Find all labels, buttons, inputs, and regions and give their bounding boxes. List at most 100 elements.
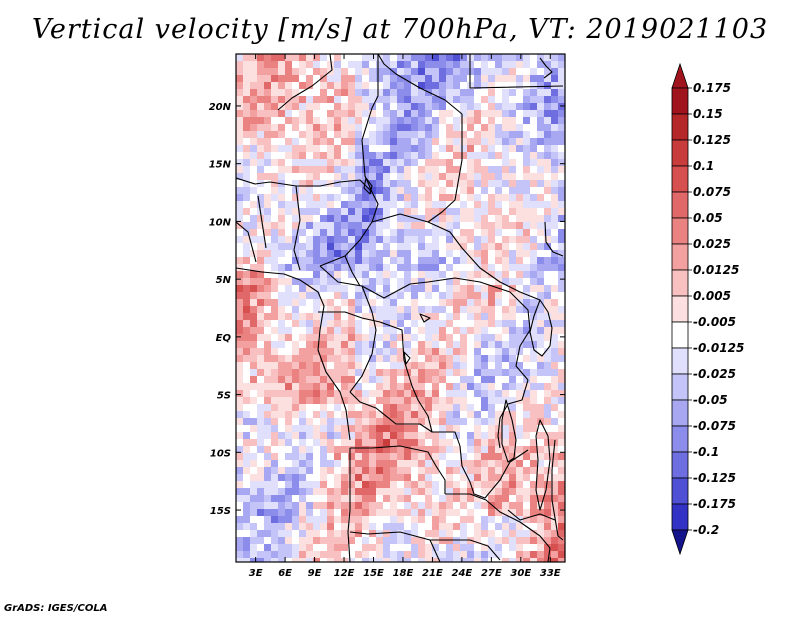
field-cell <box>306 411 314 419</box>
field-cell <box>404 68 412 76</box>
field-cell <box>404 96 412 104</box>
field-cell <box>264 229 272 237</box>
field-cell <box>313 544 321 552</box>
field-cell <box>467 355 475 363</box>
field-cell <box>278 194 286 202</box>
field-cell <box>530 229 538 237</box>
field-cell <box>390 138 398 146</box>
field-cell <box>341 68 349 76</box>
field-cell <box>383 362 391 370</box>
field-cell <box>257 523 265 531</box>
field-cell <box>292 327 300 335</box>
field-cell <box>488 61 496 69</box>
field-cell <box>551 481 559 489</box>
field-cell <box>537 551 545 559</box>
field-cell <box>558 516 565 524</box>
field-cell <box>257 481 265 489</box>
field-cell <box>369 551 377 559</box>
field-cell <box>481 243 489 251</box>
field-cell <box>453 383 461 391</box>
field-cell <box>481 411 489 419</box>
colorbar-label: -0.0125 <box>693 341 744 355</box>
field-cell <box>558 250 565 258</box>
field-cell <box>369 544 377 552</box>
field-cell <box>509 474 517 482</box>
field-cell <box>376 117 384 125</box>
field-cell <box>299 110 307 118</box>
field-cell <box>292 222 300 230</box>
field-cell <box>299 173 307 181</box>
field-cell <box>306 75 314 83</box>
field-cell <box>278 341 286 349</box>
field-cell <box>418 523 426 531</box>
field-cell <box>481 516 489 524</box>
field-cell <box>243 229 251 237</box>
field-cell <box>390 257 398 265</box>
field-cell <box>481 166 489 174</box>
border-line <box>319 265 511 299</box>
field-cell <box>537 131 545 139</box>
field-cell <box>369 229 377 237</box>
field-cell <box>551 194 559 202</box>
field-cell <box>523 313 531 321</box>
field-cell <box>530 397 538 405</box>
field-cell <box>397 243 405 251</box>
field-cell <box>250 173 258 181</box>
field-cell <box>250 502 258 510</box>
field-cell <box>341 488 349 496</box>
field-cell <box>474 348 482 356</box>
field-cell <box>369 110 377 118</box>
field-cell <box>236 495 244 503</box>
field-cell <box>355 194 363 202</box>
field-cell <box>446 54 454 62</box>
field-cell <box>537 180 545 188</box>
field-cell <box>516 355 524 363</box>
field-cell <box>474 460 482 468</box>
field-cell <box>341 327 349 335</box>
field-cell <box>334 439 342 447</box>
field-cell <box>425 68 433 76</box>
field-cell <box>369 481 377 489</box>
field-cell <box>558 439 565 447</box>
field-cell <box>292 250 300 258</box>
field-cell <box>551 313 559 321</box>
field-cell <box>558 152 565 160</box>
field-cell <box>313 68 321 76</box>
field-cell <box>397 250 405 258</box>
lon-tick-label: 9E <box>308 568 322 579</box>
field-cell <box>250 362 258 370</box>
field-cell <box>376 89 384 97</box>
field-cell <box>362 222 370 230</box>
field-cell <box>502 152 510 160</box>
field-cell <box>516 299 524 307</box>
field-cell <box>488 502 496 510</box>
field-cell <box>495 75 503 83</box>
field-cell <box>285 61 293 69</box>
field-cell <box>299 306 307 314</box>
field-cell <box>453 264 461 272</box>
field-cell <box>481 523 489 531</box>
field-cell <box>278 187 286 195</box>
field-cell <box>362 425 370 433</box>
field-cell <box>390 390 398 398</box>
field-cell <box>516 145 524 153</box>
field-cell <box>488 222 496 230</box>
field-cell <box>425 138 433 146</box>
field-cell <box>397 355 405 363</box>
field-cell <box>285 411 293 419</box>
field-cell <box>327 68 335 76</box>
field-cell <box>453 495 461 503</box>
field-cell <box>467 285 475 293</box>
field-cell <box>299 68 307 76</box>
field-cell <box>558 229 565 237</box>
field-cell <box>257 320 265 328</box>
field-cell <box>460 558 468 562</box>
field-cell <box>292 68 300 76</box>
field-cell <box>558 75 565 83</box>
field-cell <box>278 257 286 265</box>
field-cell <box>481 509 489 517</box>
field-cell <box>236 257 244 265</box>
field-cell <box>481 383 489 391</box>
field-cell <box>250 334 258 342</box>
field-cell <box>432 180 440 188</box>
